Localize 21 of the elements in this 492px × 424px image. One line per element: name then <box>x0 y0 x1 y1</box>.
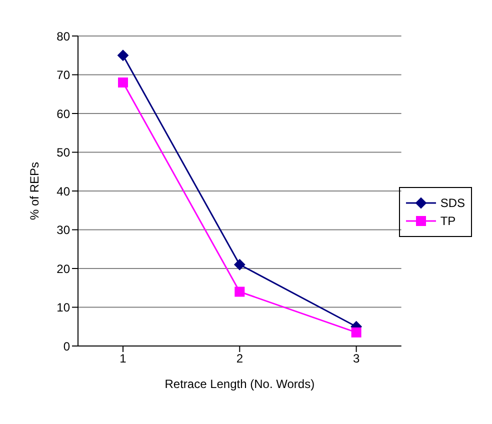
y-tick-label: 10 <box>56 300 70 315</box>
y-tick-label: 50 <box>56 146 70 160</box>
y-tick-label: 70 <box>56 68 70 82</box>
point <box>118 78 128 88</box>
x-tick-label: 1 <box>120 352 127 366</box>
x-tick-label: 2 <box>236 352 244 366</box>
y-axis-title: % of REPs <box>27 162 42 220</box>
y-tick-label: 40 <box>56 184 70 198</box>
y-tick-label: 80 <box>56 29 70 44</box>
y-tick-label: 20 <box>56 262 70 276</box>
y-tick-label: 60 <box>56 106 70 121</box>
y-tick-label: 30 <box>56 223 70 238</box>
y-tick-label: 0 <box>63 339 70 354</box>
point <box>118 50 128 61</box>
legend-label: SDS <box>440 196 465 210</box>
legend-label: TP <box>440 214 456 228</box>
x-tick-label: 3 <box>352 352 360 366</box>
point <box>234 259 246 270</box>
point <box>234 286 245 297</box>
x-axis-title: Retrace Length (No. Words) <box>164 377 315 391</box>
point <box>351 327 362 338</box>
